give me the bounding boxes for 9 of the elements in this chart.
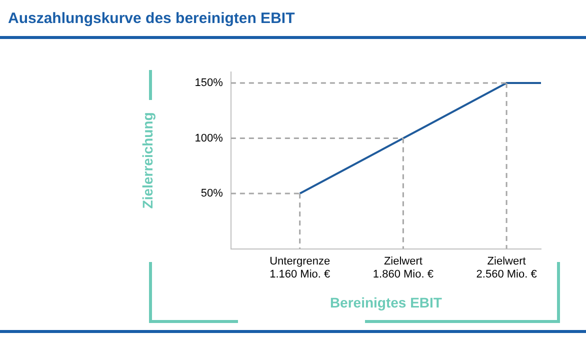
y-tick-label: 50% xyxy=(200,188,224,200)
y-tick-label: 100% xyxy=(194,132,224,144)
x-tick-label: Zielwert 1.860 Mio. € xyxy=(372,255,434,281)
x-tick-label: Untergrenze 1.160 Mio. € xyxy=(270,255,330,281)
y-tick-label: 150% xyxy=(194,77,224,90)
y-axis-title: Zielerreichung xyxy=(139,112,156,209)
x-tick-label: Zielwert 2.560 Mio. € xyxy=(476,255,537,281)
x-axis-title: Bereinigtes EBIT xyxy=(330,294,442,310)
chart-title: Auszahlungskurve des bereinigten EBIT xyxy=(8,10,295,27)
